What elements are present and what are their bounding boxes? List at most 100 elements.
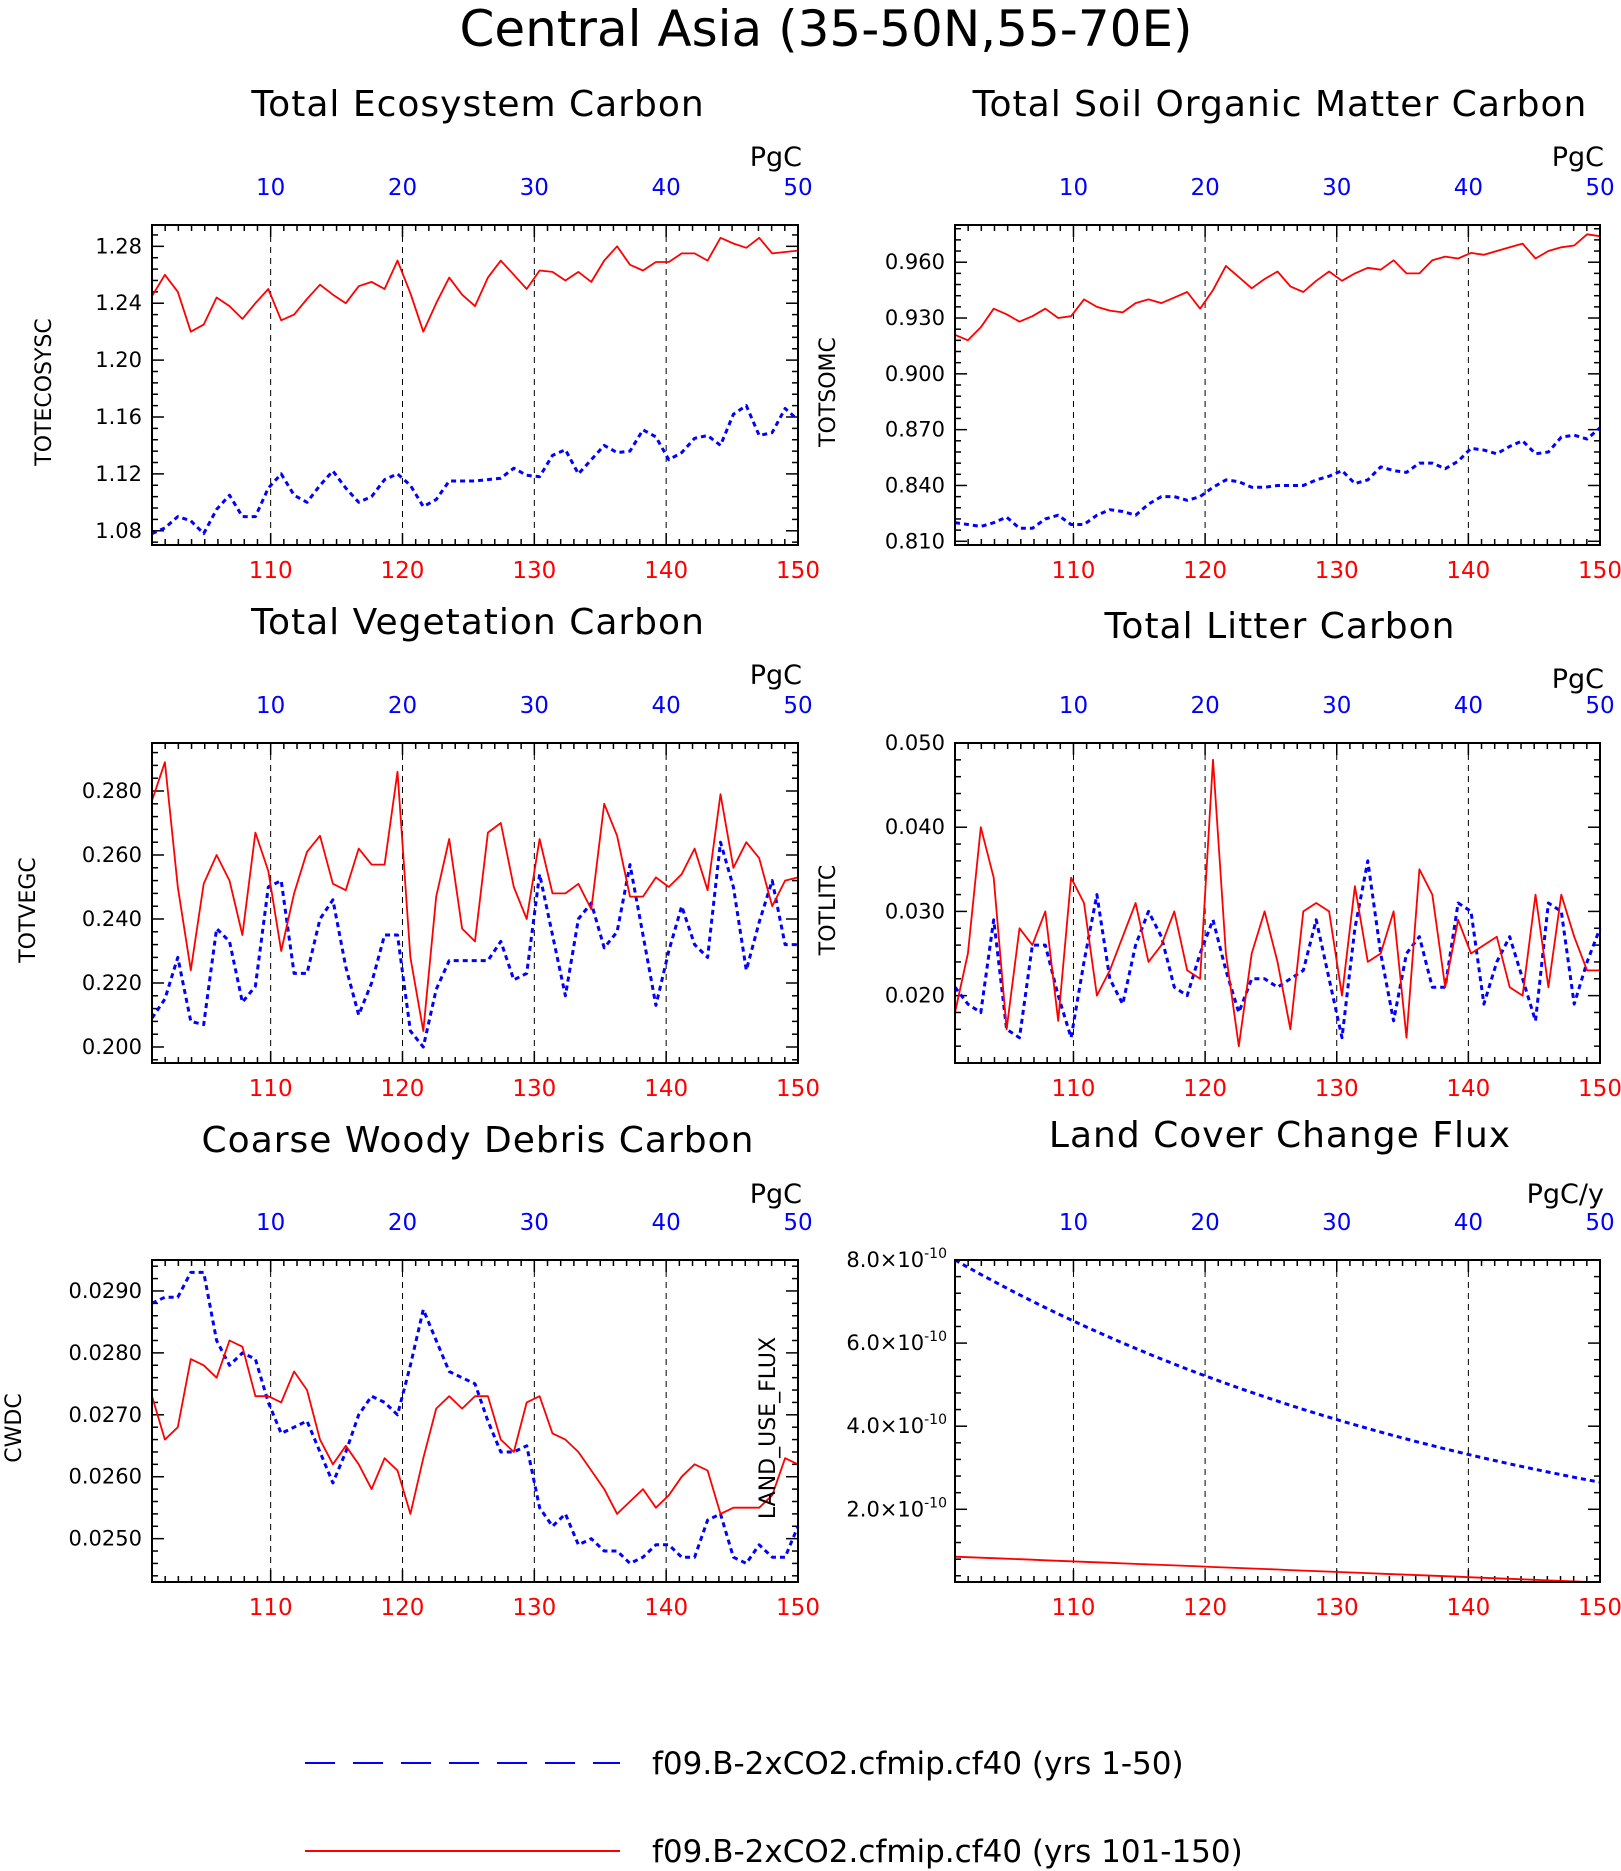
y-tick-label: 4.0×10-10 bbox=[846, 1412, 947, 1438]
x-tick-label-bottom: 110 bbox=[249, 1595, 293, 1621]
legend-label-series-b: f09.B-2xCO2.cfmip.cf40 (yrs 101-150) bbox=[652, 1834, 1243, 1870]
x-tick-label-bottom: 150 bbox=[1578, 558, 1621, 584]
plot-frame bbox=[954, 1259, 1601, 1583]
x-tick-label-top: 50 bbox=[1585, 693, 1614, 719]
series-line-yrs-1-50 bbox=[953, 859, 1602, 1040]
y-tick-label: 0.810 bbox=[885, 529, 945, 553]
panel-total-vegetation-carbon: Total Vegetation Carbon PgC TOTVEGC 110 120 1… bbox=[16, 602, 820, 1102]
x-tick-label-top: 20 bbox=[388, 175, 417, 201]
y-tick-label: 0.050 bbox=[885, 731, 945, 755]
x-tick-label-top: 40 bbox=[1454, 693, 1483, 719]
plot-frame bbox=[151, 742, 799, 1064]
x-tick-label-bottom: 150 bbox=[776, 558, 820, 584]
y-tick-label: 0.870 bbox=[885, 418, 945, 442]
panel-total-ecosystem-carbon: Total Ecosystem Carbon PgC TOTECOSYSC 110 12… bbox=[32, 84, 820, 584]
x-tick-label-bottom: 150 bbox=[776, 1076, 820, 1102]
x-tick-label-bottom: 110 bbox=[1052, 1595, 1096, 1621]
y-tick-label: 0.220 bbox=[82, 971, 142, 995]
x-tick-label-bottom: 130 bbox=[512, 1595, 556, 1621]
y-tick-label: 1.16 bbox=[95, 405, 142, 429]
x-tick-label-top: 20 bbox=[388, 693, 417, 719]
x-tick-label-top: 30 bbox=[520, 1210, 549, 1236]
panel-title: Total Soil Organic Matter Carbon bbox=[972, 84, 1588, 125]
x-tick-label-top: 10 bbox=[1059, 175, 1088, 201]
y-tick-label: 1.12 bbox=[95, 462, 142, 486]
y-tick-label: 0.260 bbox=[82, 843, 142, 867]
series-line-yrs-1-50 bbox=[954, 426, 1601, 530]
x-tick-label-bottom: 130 bbox=[512, 558, 556, 584]
y-tick-label: 0.0260 bbox=[69, 1465, 142, 1489]
x-tick-label-bottom: 120 bbox=[1183, 558, 1227, 584]
x-tick-label-bottom: 140 bbox=[644, 1076, 688, 1102]
units-label: PgC bbox=[750, 660, 802, 691]
plot-frame bbox=[954, 224, 1601, 546]
x-tick-label-bottom: 130 bbox=[512, 1076, 556, 1102]
y-tick-label: 0.0250 bbox=[69, 1527, 142, 1551]
panel-land-cover-change-flux: Land Cover Change Flux PgC/y LAND_USE_FLUX… bbox=[756, 1115, 1621, 1621]
series-line-yrs-101-150 bbox=[954, 758, 1600, 1048]
y-tick-label: 0.900 bbox=[885, 362, 945, 386]
panel-title: Total Vegetation Carbon bbox=[250, 602, 705, 643]
series-line-yrs-1-50 bbox=[150, 840, 798, 1049]
x-tick-label-bottom: 110 bbox=[1052, 558, 1096, 584]
x-tick-label-bottom: 120 bbox=[1183, 1595, 1227, 1621]
x-tick-label-bottom: 110 bbox=[249, 1076, 293, 1102]
plot-frame bbox=[954, 742, 1601, 1064]
x-tick-label-top: 30 bbox=[520, 175, 549, 201]
units-label: PgC bbox=[750, 142, 802, 173]
legend-label-series-a: f09.B-2xCO2.cfmip.cf40 (yrs 1-50) bbox=[652, 1746, 1184, 1782]
x-tick-label-bottom: 150 bbox=[1578, 1076, 1621, 1102]
y-tick-label: 0.960 bbox=[885, 250, 945, 274]
x-tick-label-bottom: 130 bbox=[1315, 558, 1359, 584]
x-tick-label-top: 20 bbox=[1190, 693, 1219, 719]
panel-total-litter-carbon: Total Litter Carbon PgC TOTLITC 110 120 130 14… bbox=[816, 606, 1621, 1102]
units-label: PgC bbox=[750, 1179, 802, 1210]
x-tick-label-bottom: 140 bbox=[1446, 1076, 1490, 1102]
y-axis-label: CWDC bbox=[2, 1393, 27, 1462]
x-tick-label-bottom: 120 bbox=[1183, 1076, 1227, 1102]
series-line-yrs-101-150 bbox=[151, 761, 799, 1032]
x-tick-label-top: 50 bbox=[1585, 1210, 1614, 1236]
series-line-yrs-1-50 bbox=[151, 1270, 800, 1565]
y-tick-label: 0.0290 bbox=[69, 1279, 142, 1303]
x-tick-label-bottom: 120 bbox=[381, 1595, 425, 1621]
x-tick-label-bottom: 120 bbox=[381, 558, 425, 584]
series-line-yrs-1-50 bbox=[954, 1258, 1601, 1484]
x-tick-label-top: 10 bbox=[1059, 693, 1088, 719]
y-tick-label: 6.0×10-10 bbox=[846, 1329, 947, 1355]
series-line-yrs-101-150 bbox=[954, 1555, 1601, 1583]
y-tick-label: 1.24 bbox=[95, 291, 142, 315]
x-tick-label-top: 50 bbox=[783, 1210, 812, 1236]
x-tick-label-bottom: 130 bbox=[1315, 1595, 1359, 1621]
x-tick-label-bottom: 110 bbox=[1052, 1076, 1096, 1102]
x-tick-label-top: 50 bbox=[783, 693, 812, 719]
x-tick-label-bottom: 140 bbox=[644, 558, 688, 584]
y-tick-label: 0.200 bbox=[82, 1035, 142, 1059]
y-tick-label: 0.0270 bbox=[69, 1403, 142, 1427]
x-tick-label-bottom: 130 bbox=[1315, 1076, 1359, 1102]
x-tick-label-top: 50 bbox=[1585, 175, 1614, 201]
x-tick-label-top: 10 bbox=[256, 693, 285, 719]
x-tick-label-top: 10 bbox=[1059, 1210, 1088, 1236]
series-line-yrs-101-150 bbox=[151, 1339, 799, 1515]
x-tick-label-top: 20 bbox=[388, 1210, 417, 1236]
series-line-yrs-1-50 bbox=[151, 404, 799, 536]
x-tick-label-top: 30 bbox=[1322, 1210, 1351, 1236]
x-tick-label-top: 20 bbox=[1190, 1210, 1219, 1236]
y-tick-label: 0.030 bbox=[885, 899, 945, 923]
x-tick-label-bottom: 140 bbox=[1446, 558, 1490, 584]
panel-coarse-woody-debris-carbon: Coarse Woody Debris Carbon PgC CWDC 110 120 1… bbox=[2, 1120, 820, 1621]
units-label: PgC/y bbox=[1527, 1179, 1604, 1210]
panel-title: Total Litter Carbon bbox=[1104, 606, 1456, 647]
x-tick-label-bottom: 150 bbox=[776, 1595, 820, 1621]
x-tick-label-top: 10 bbox=[256, 1210, 285, 1236]
plot-frame bbox=[151, 1259, 799, 1583]
y-tick-label: 8.0×10-10 bbox=[846, 1246, 947, 1272]
x-tick-label-bottom: 120 bbox=[381, 1076, 425, 1102]
series-line-yrs-101-150 bbox=[151, 236, 799, 333]
y-axis-label: LAND_USE_FLUX bbox=[756, 1337, 781, 1519]
panel-total-soil-organic-matter-carbon: Total Soil Organic Matter Carbon PgC TOTSO… bbox=[816, 84, 1621, 584]
x-tick-label-bottom: 150 bbox=[1578, 1595, 1621, 1621]
y-axis-label: TOTLITC bbox=[816, 865, 841, 956]
y-tick-label: 0.240 bbox=[82, 907, 142, 931]
